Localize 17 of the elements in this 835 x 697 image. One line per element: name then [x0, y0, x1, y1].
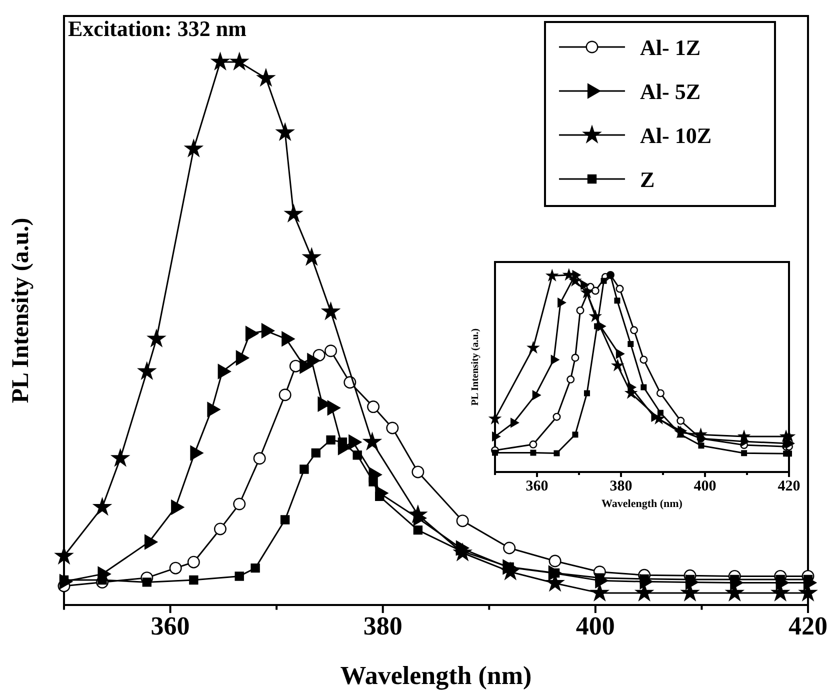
x-tick-label: 400 [694, 478, 716, 495]
legend-label: Al- 10Z [640, 123, 712, 148]
legend-label: Al- 5Z [640, 79, 700, 104]
x-tick-label: 420 [778, 478, 800, 495]
x-tick-label: 400 [576, 611, 615, 640]
y-axis-title: PL Intensity (a.u.) [8, 218, 34, 404]
x-tick-label: 420 [788, 611, 828, 640]
x-tick-label: 380 [363, 611, 402, 640]
legend-label: Z [640, 167, 655, 192]
x-tick-label: 360 [150, 611, 190, 640]
x-tick-label: 360 [526, 478, 548, 495]
y-axis-title: PL Intensity (a.u.) [470, 328, 481, 406]
x-axis-title: Wavelength (nm) [602, 498, 683, 510]
legend-label: Al- 1Z [640, 35, 700, 60]
text: Excitation: 332 nm [68, 16, 246, 41]
x-axis-title: Wavelength (nm) [340, 661, 532, 690]
x-tick-label: 380 [610, 478, 632, 495]
